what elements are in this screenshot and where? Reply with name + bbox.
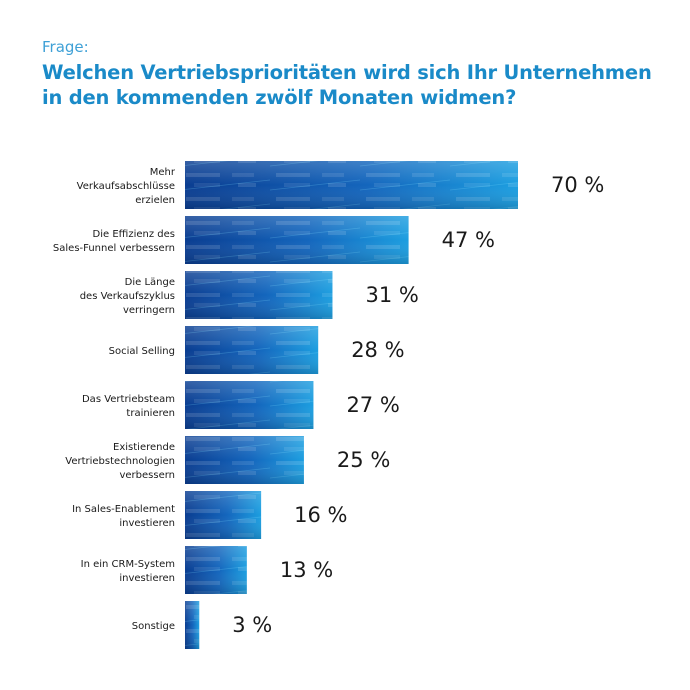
- bar-group: Existierende Vertriebstechnologien verbess…: [65, 436, 390, 484]
- category-label: Das Vertriebsteam trainieren: [82, 394, 175, 419]
- category-label-line: Vertriebstechnologien: [65, 456, 175, 467]
- category-label-line: des Verkaufszyklus: [80, 291, 175, 302]
- category-label: Die Länge des Verkaufszyklus verringern: [80, 277, 175, 316]
- category-label: Social Selling: [109, 346, 175, 357]
- category-label-line: Die Effizienz des: [93, 229, 175, 240]
- bar-shading: [185, 216, 409, 264]
- bar-shading: [185, 381, 314, 429]
- category-label-line: investieren: [119, 573, 175, 584]
- value-label: 47 %: [442, 228, 495, 252]
- bar-group: Mehr Verkaufsabschlüsse erzielen 70 %: [77, 161, 604, 209]
- bar-group: Die Länge des Verkaufszyklus verringern 31 …: [80, 271, 419, 319]
- category-label: Existierende Vertriebstechnologien verbess…: [65, 442, 175, 481]
- category-label-line: Das Vertriebsteam: [82, 394, 175, 405]
- category-label-line: Existierende: [113, 442, 175, 453]
- category-label-line: Sonstige: [132, 621, 175, 632]
- bar-group: In ein CRM-System investieren 13 %: [81, 546, 333, 594]
- value-label: 25 %: [337, 448, 390, 472]
- category-label: Sonstige: [132, 621, 175, 632]
- value-label: 31 %: [365, 283, 418, 307]
- bar-shading: [185, 491, 262, 539]
- category-label-line: erzielen: [135, 195, 175, 206]
- bar-shading: [185, 546, 247, 594]
- bar-group: Sonstige 3 %: [132, 601, 272, 649]
- category-label-line: Die Länge: [125, 277, 175, 288]
- category-label-line: trainieren: [126, 408, 175, 419]
- category-label-line: investieren: [119, 518, 175, 529]
- bar-shading: [185, 161, 518, 209]
- bar-shading: [185, 326, 319, 374]
- category-label: In ein CRM-System investieren: [81, 559, 175, 584]
- value-label: 3 %: [232, 613, 272, 637]
- bars-layer: Mehr Verkaufsabschlüsse erzielen 70 % Die Ef…: [53, 161, 604, 649]
- chart-title-line-2: in den kommenden zwölf Monaten widmen?: [42, 86, 517, 109]
- value-label: 16 %: [294, 503, 347, 527]
- category-label-line: Social Selling: [109, 346, 175, 357]
- category-label-line: In ein CRM-System: [81, 559, 175, 570]
- category-label: Mehr Verkaufsabschlüsse erzielen: [77, 167, 176, 206]
- category-label-line: Mehr: [150, 167, 176, 178]
- bar-shading: [185, 601, 200, 649]
- category-label-line: verbessern: [119, 470, 175, 481]
- bar-group: Social Selling 28 %: [109, 326, 405, 374]
- category-label-line: In Sales-Enablement: [72, 504, 175, 515]
- bar-shading: [185, 436, 304, 484]
- category-label: In Sales-Enablement investieren: [72, 504, 175, 529]
- bar-group: Das Vertriebsteam trainieren 27 %: [82, 381, 400, 429]
- value-label: 27 %: [346, 393, 399, 417]
- question-label: Frage:: [42, 38, 89, 56]
- value-label: 13 %: [280, 558, 333, 582]
- bar-group: Die Effizienz des Sales-Funnel verbessern…: [53, 216, 495, 264]
- bar-shading: [185, 271, 333, 319]
- value-label: 28 %: [351, 338, 404, 362]
- category-label: Die Effizienz des Sales-Funnel verbessern: [53, 229, 175, 254]
- bar-group: In Sales-Enablement investieren 16 %: [72, 491, 347, 539]
- chart-title-line-1: Welchen Vertriebsprioritäten wird sich I…: [42, 61, 652, 84]
- category-label-line: Sales-Funnel verbessern: [53, 243, 175, 254]
- category-label-line: Verkaufsabschlüsse: [77, 181, 175, 192]
- value-label: 70 %: [551, 173, 604, 197]
- category-label-line: verringern: [123, 305, 175, 316]
- chart-title: Welchen Vertriebsprioritäten wird sich I…: [42, 60, 662, 110]
